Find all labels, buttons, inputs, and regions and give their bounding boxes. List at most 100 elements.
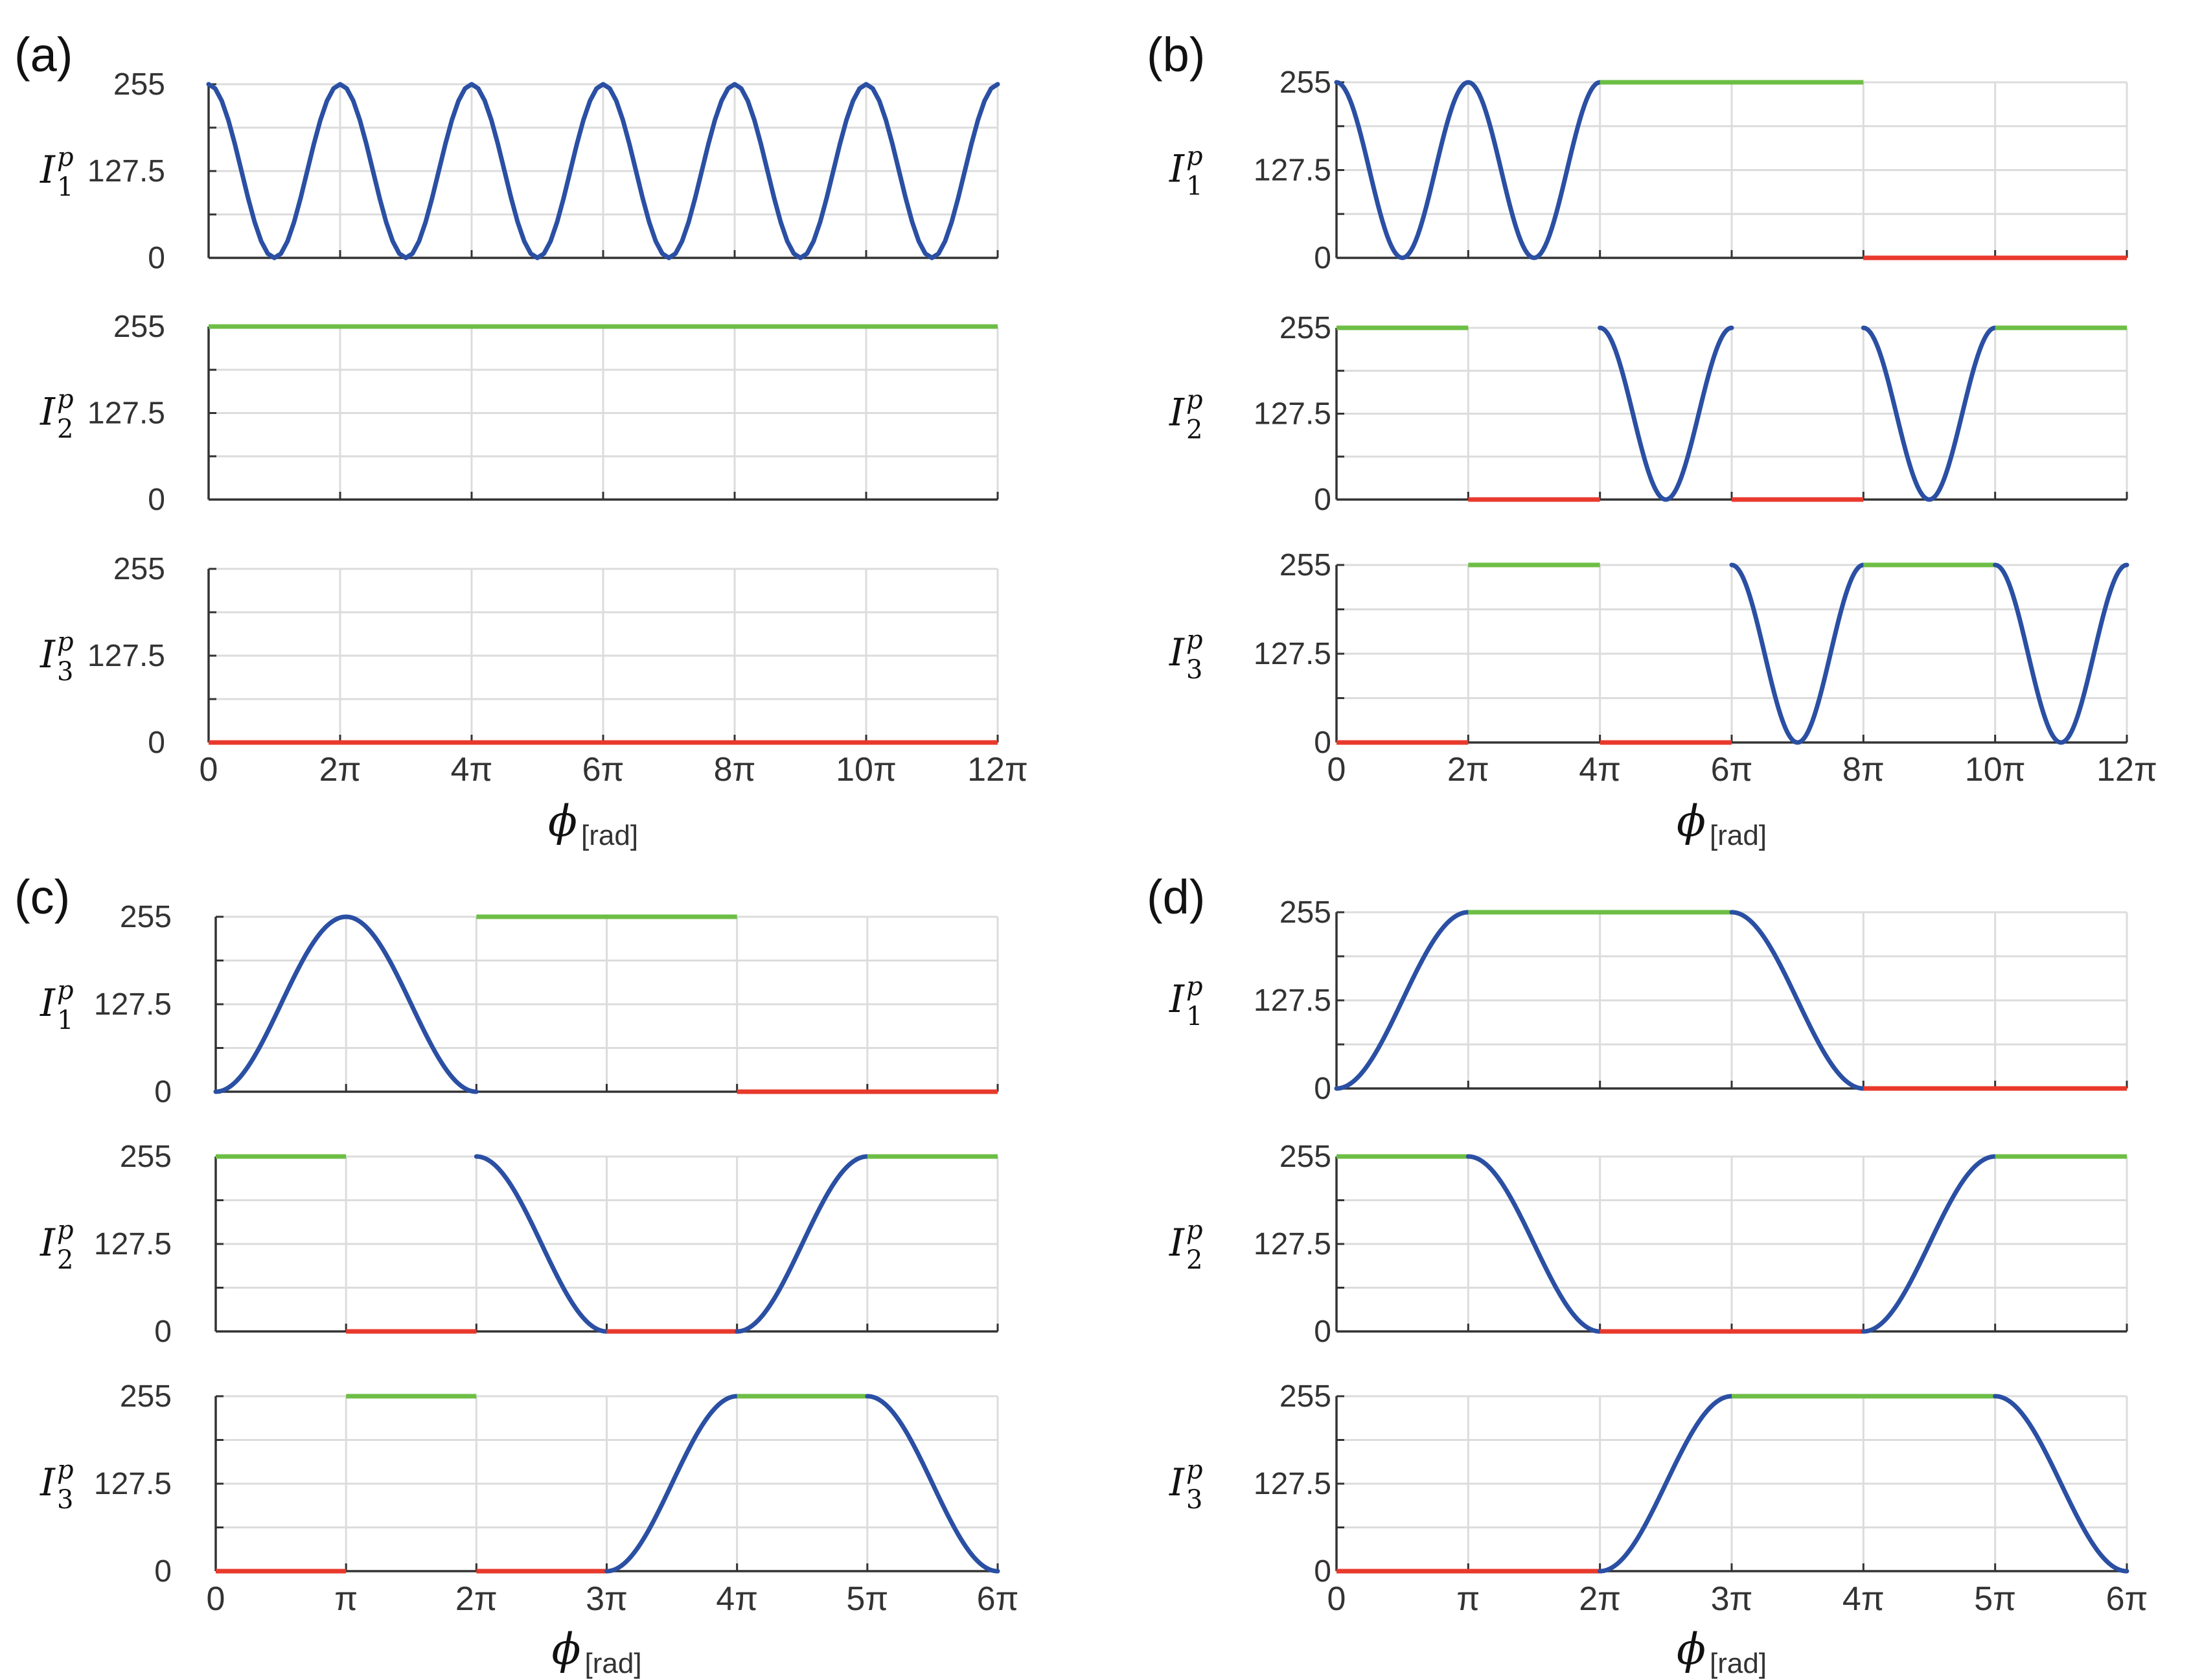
y-axis-label: I [40, 148, 56, 192]
x-tick-label: 8π [714, 751, 756, 788]
panel-label: (c) [14, 870, 70, 924]
x-tick-label: 6π [582, 751, 625, 788]
y-axis-label-subscript: 2 [57, 1245, 73, 1275]
x-axis-unit: [rad] [581, 820, 638, 851]
y-tick-label: 0 [148, 483, 165, 517]
y-axis-label: I [40, 1460, 56, 1504]
y-axis-label-subscript: 3 [1186, 655, 1202, 685]
y-axis-label: I [40, 390, 56, 434]
y-tick-label: 255 [120, 900, 172, 934]
x-tick-label: 8π [1842, 751, 1885, 788]
subplot-I3p: 0 127.5 255 I p3 [1169, 1379, 2129, 1589]
y-tick-label: 255 [113, 67, 165, 102]
y-axis-label-superscript: p [1186, 1455, 1203, 1485]
y-axis-label-superscript: p [57, 1455, 74, 1485]
y-axis-label-subscript: 2 [1186, 415, 1202, 445]
series-curve-fall [1993, 1394, 2129, 1574]
y-tick-label: 255 [1279, 1140, 1331, 1174]
y-axis-label: I [1169, 391, 1185, 435]
y-tick-label: 127.5 [87, 154, 165, 189]
x-tick-label: 2π [1447, 751, 1489, 788]
y-tick-label: 255 [1279, 1379, 1331, 1414]
y-tick-label: 127.5 [1254, 1467, 1331, 1501]
y-axis-label-superscript: p [1186, 972, 1203, 1002]
y-tick-label: 0 [1314, 1072, 1331, 1106]
subplot-I1p: 0 127.5 255 I p1 [1169, 65, 2128, 275]
y-tick-label: 0 [148, 241, 165, 275]
y-axis-label-superscript: p [57, 627, 74, 657]
y-tick-label: 127.5 [1254, 154, 1331, 188]
x-tick-label: 12π [967, 751, 1028, 788]
x-tick-label: 2π [455, 1580, 498, 1618]
subplot-I1p: 0 127.5 255 I p1 [1169, 895, 2128, 1106]
x-tick-label: 3π [1711, 1580, 1753, 1618]
y-tick-label: 0 [1314, 1554, 1331, 1589]
y-axis-label-subscript: 2 [1186, 1245, 1202, 1275]
x-tick-label: 0 [200, 751, 218, 788]
x-tick-label: 2π [319, 751, 361, 788]
y-tick-label: 0 [1314, 483, 1331, 517]
y-tick-label: 255 [113, 310, 165, 344]
y-tick-label: 0 [1314, 726, 1331, 760]
y-axis-label-superscript: p [57, 143, 74, 172]
x-tick-label: 12π [2096, 751, 2157, 788]
y-axis-label-superscript: p [57, 976, 74, 1006]
y-tick-label: 0 [1314, 241, 1331, 275]
x-tick-label: π [334, 1580, 358, 1618]
y-tick-label: 127.5 [87, 639, 165, 673]
x-tick-label: 0 [1327, 1580, 1346, 1618]
x-axis-label: ϕ [1677, 1624, 1706, 1674]
y-tick-label: 255 [120, 1140, 172, 1174]
y-axis-label-subscript: 1 [1186, 172, 1202, 201]
y-axis-label: I [40, 632, 56, 676]
y-axis-label-subscript: 3 [1186, 1485, 1202, 1515]
y-axis-label: I [1169, 977, 1185, 1021]
subplot-I3p: 0 127.5 255 I p3 [40, 552, 999, 760]
series-curve-cos [1598, 325, 1734, 502]
y-axis-label-superscript: p [57, 1215, 74, 1245]
y-tick-label: 127.5 [94, 987, 172, 1022]
series-curve-cos [1334, 80, 1603, 260]
x-tick-label: 6π [1711, 751, 1753, 788]
y-axis-label-superscript: p [1186, 385, 1203, 415]
x-tick-label: 0 [1327, 751, 1346, 788]
y-axis-label-subscript: 2 [57, 415, 73, 444]
y-axis-label: I [1169, 1221, 1185, 1265]
y-tick-label: 127.5 [1254, 397, 1331, 432]
series-curve-bump [213, 914, 479, 1094]
x-tick-label: 0 [207, 1580, 225, 1618]
y-axis-label-subscript: 1 [57, 172, 73, 202]
y-axis-label: I [1169, 147, 1185, 191]
subplot-I2p: 0 127.5 255 I p2 [40, 310, 999, 517]
x-axis-unit: [rad] [585, 1648, 642, 1679]
subplot-I3p: 0 127.5 255 I p3 [40, 1379, 1000, 1589]
subplot-I2p: 0 127.5 255 I p2 [1169, 1140, 2128, 1349]
x-axis-label: ϕ [1677, 796, 1706, 846]
x-tick-label: 6π [977, 1580, 1019, 1618]
y-axis-label: I [1169, 630, 1185, 674]
series-curve-fall [474, 1154, 609, 1334]
y-tick-label: 127.5 [87, 397, 165, 431]
series-curve-cos [1729, 562, 1866, 745]
x-axis-unit: [rad] [1710, 1648, 1767, 1679]
series-curve-rise [604, 1394, 740, 1574]
x-tick-label: 10π [1965, 751, 2026, 788]
x-axis-label: ϕ [552, 1624, 581, 1674]
y-tick-label: 0 [1314, 1315, 1331, 1349]
y-tick-label: 255 [1279, 548, 1331, 582]
x-tick-label: 4π [716, 1580, 758, 1618]
series-curve-rise [1598, 1394, 1734, 1574]
y-tick-label: 0 [154, 1554, 172, 1589]
series-curve-rise [1861, 1154, 1998, 1334]
y-tick-label: 255 [1279, 895, 1331, 930]
y-axis-label-subscript: 3 [57, 1485, 73, 1515]
y-axis-label-superscript: p [1186, 625, 1203, 655]
y-tick-label: 127.5 [94, 1227, 172, 1261]
x-tick-label: π [1456, 1580, 1480, 1618]
y-tick-label: 127.5 [1254, 637, 1331, 671]
x-axis-label: ϕ [548, 796, 577, 846]
